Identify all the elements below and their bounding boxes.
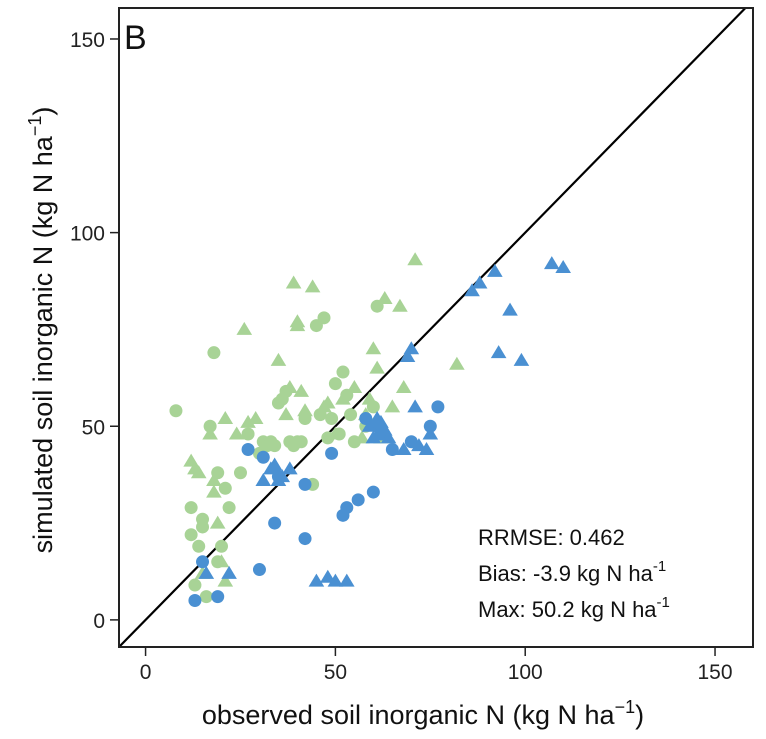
data-point-green-circle [215, 540, 228, 553]
data-point-green-circle [234, 466, 247, 479]
data-point-green-circle [169, 404, 182, 417]
data-point-green-circle [207, 346, 220, 359]
data-point-green-circle [219, 482, 232, 495]
data-point-blue-circle [211, 590, 224, 603]
data-point-green-circle [295, 435, 308, 448]
data-point-green-circle [192, 540, 205, 553]
x-tick-label: 50 [324, 661, 347, 684]
data-point-blue-circle [340, 501, 353, 514]
y-tick-label: 0 [93, 610, 105, 633]
x-tick-label: 150 [698, 661, 733, 684]
data-point-green-circle [196, 513, 209, 526]
rrmse-label: RRMSE: 0.462 [478, 525, 625, 550]
x-tick-label: 100 [508, 661, 543, 684]
data-point-green-circle [329, 377, 342, 390]
data-point-green-circle [318, 311, 331, 324]
data-point-green-circle [325, 412, 338, 425]
data-point-blue-circle [253, 563, 266, 576]
x-axis-title: observed soil inorganic N (kg N ha−1) [202, 697, 644, 730]
data-point-green-circle [336, 366, 349, 379]
bias-label: Bias: -3.9 kg N ha-1 [478, 558, 666, 586]
data-point-blue-circle [352, 493, 365, 506]
max-label: Max: 50.2 kg N ha-1 [478, 594, 670, 622]
data-point-blue-circle [268, 517, 281, 530]
data-point-blue-circle [299, 478, 312, 491]
panel-label: B [124, 19, 147, 57]
data-point-green-circle [185, 528, 198, 541]
data-point-blue-circle [188, 594, 201, 607]
data-point-green-circle [188, 579, 201, 592]
y-tick-label: 100 [70, 223, 105, 246]
data-point-green-circle [344, 408, 357, 421]
data-point-green-circle [185, 501, 198, 514]
data-point-blue-circle [196, 555, 209, 568]
data-point-green-circle [268, 439, 281, 452]
data-point-blue-circle [325, 447, 338, 460]
y-tick-label: 50 [82, 416, 105, 439]
data-point-blue-circle [257, 451, 270, 464]
data-point-green-circle [223, 501, 236, 514]
y-tick-label: 150 [70, 29, 105, 52]
data-point-blue-circle [367, 486, 380, 499]
data-point-blue-circle [431, 400, 444, 413]
y-axis-title: simulated soil inorganic N (kg N ha−1) [25, 107, 58, 554]
data-point-blue-circle [242, 443, 255, 456]
data-point-green-circle [200, 590, 213, 603]
data-point-blue-circle [299, 532, 312, 545]
x-tick-label: 0 [140, 661, 152, 684]
